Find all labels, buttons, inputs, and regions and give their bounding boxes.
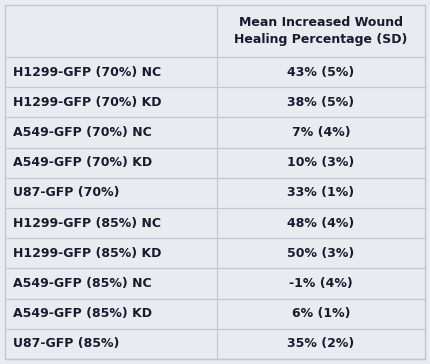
Text: H1299-GFP (85%) NC: H1299-GFP (85%) NC xyxy=(13,217,161,230)
Text: A549-GFP (70%) NC: A549-GFP (70%) NC xyxy=(13,126,152,139)
Text: A549-GFP (85%) KD: A549-GFP (85%) KD xyxy=(13,307,152,320)
Text: 7% (4%): 7% (4%) xyxy=(292,126,350,139)
Text: 50% (3%): 50% (3%) xyxy=(287,247,355,260)
Text: 6% (1%): 6% (1%) xyxy=(292,307,350,320)
Text: H1299-GFP (70%) KD: H1299-GFP (70%) KD xyxy=(13,96,162,109)
Text: 35% (2%): 35% (2%) xyxy=(287,337,355,351)
Text: 48% (4%): 48% (4%) xyxy=(287,217,355,230)
Text: Mean Increased Wound
Healing Percentage (SD): Mean Increased Wound Healing Percentage … xyxy=(234,16,408,47)
Text: 38% (5%): 38% (5%) xyxy=(288,96,355,109)
Text: U87-GFP (85%): U87-GFP (85%) xyxy=(13,337,120,351)
Text: A549-GFP (85%) NC: A549-GFP (85%) NC xyxy=(13,277,152,290)
Text: H1299-GFP (70%) NC: H1299-GFP (70%) NC xyxy=(13,66,161,79)
Text: H1299-GFP (85%) KD: H1299-GFP (85%) KD xyxy=(13,247,161,260)
Text: 43% (5%): 43% (5%) xyxy=(287,66,355,79)
Text: 10% (3%): 10% (3%) xyxy=(287,156,355,169)
Text: A549-GFP (70%) KD: A549-GFP (70%) KD xyxy=(13,156,152,169)
Text: -1% (4%): -1% (4%) xyxy=(289,277,353,290)
Text: U87-GFP (70%): U87-GFP (70%) xyxy=(13,186,120,199)
Text: 33% (1%): 33% (1%) xyxy=(288,186,355,199)
